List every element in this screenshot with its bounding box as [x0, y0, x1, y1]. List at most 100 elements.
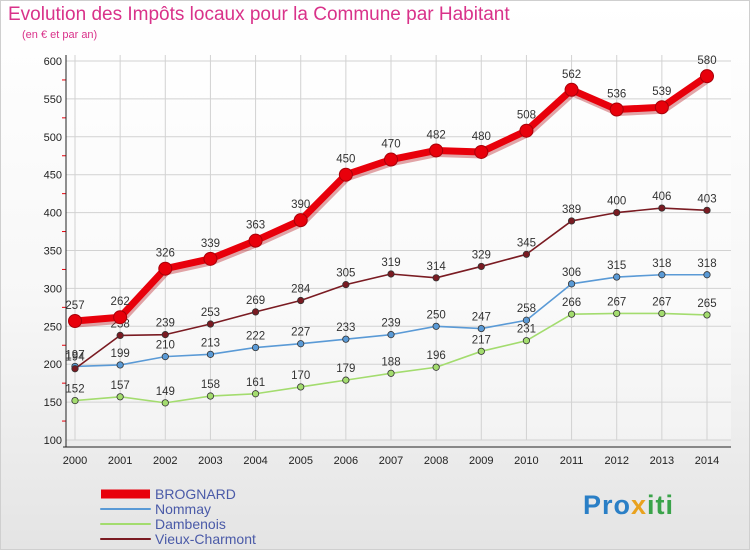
y-tick-label: 500 [44, 132, 62, 144]
data-point [567, 310, 576, 318]
data-label: 390 [291, 199, 310, 211]
data-point [297, 383, 305, 391]
data-label: 480 [472, 131, 491, 143]
data-label: 217 [472, 334, 491, 346]
data-point [429, 143, 444, 158]
data-label: 580 [697, 55, 716, 67]
x-tick-label: 2008 [424, 455, 448, 467]
data-point [293, 213, 308, 228]
data-point [338, 167, 353, 182]
data-label: 482 [427, 129, 446, 141]
data-point [251, 390, 260, 398]
data-label: 262 [111, 296, 130, 308]
data-point [68, 313, 82, 328]
data-point [206, 320, 215, 328]
data-point [474, 144, 489, 159]
data-point [613, 309, 621, 318]
data-point [613, 209, 621, 217]
logo-part-1: Pro [583, 490, 632, 520]
data-label: 199 [111, 348, 130, 360]
data-label: 213 [201, 337, 220, 349]
data-point [609, 102, 624, 117]
data-label: 319 [381, 257, 400, 269]
data-point [206, 350, 215, 358]
logo-part-2: x [631, 490, 648, 520]
data-point [387, 331, 395, 339]
data-point [251, 308, 260, 316]
data-label: 363 [246, 220, 265, 232]
y-tick-label: 450 [44, 170, 62, 182]
data-point [519, 123, 534, 138]
data-label: 157 [111, 380, 130, 392]
x-tick-label: 2002 [153, 455, 177, 467]
data-label: 231 [517, 324, 536, 336]
data-point [703, 311, 711, 319]
data-point [116, 361, 124, 369]
data-point [387, 369, 395, 377]
data-point [522, 250, 531, 258]
data-label: 345 [517, 237, 536, 249]
data-point [248, 233, 263, 248]
data-point [71, 396, 79, 405]
proxiti-logo: Proxiti [583, 490, 674, 521]
y-tick-label: 200 [44, 359, 62, 371]
data-label: 149 [156, 386, 175, 398]
data-point [158, 261, 173, 276]
plot-area [66, 55, 731, 440]
x-tick-label: 2004 [243, 455, 267, 467]
x-tick-label: 2006 [334, 455, 358, 467]
data-point [700, 69, 714, 84]
data-label: 247 [472, 312, 491, 324]
data-label: 406 [652, 191, 671, 203]
data-point [703, 206, 711, 214]
data-point [387, 270, 395, 278]
data-point [658, 271, 666, 279]
y-tick-label: 100 [44, 435, 62, 447]
data-point [477, 324, 485, 333]
data-label: 400 [607, 196, 626, 208]
data-label: 539 [652, 86, 671, 98]
chart-title: Evolution des Impôts locaux pour la Comm… [8, 4, 510, 25]
data-label: 265 [697, 298, 716, 310]
data-label: 152 [65, 384, 84, 396]
y-tick-label: 350 [44, 246, 62, 258]
y-tick-label: 550 [44, 94, 62, 106]
series-nommay: 197 199 210 213 222 227 233 239 250 247 258 306 315 3… [65, 258, 717, 371]
data-point [432, 322, 440, 330]
data-label: 318 [697, 258, 716, 270]
data-point [477, 262, 485, 271]
data-point [613, 273, 621, 281]
data-point [203, 251, 218, 266]
y-tick-label: 250 [44, 321, 62, 333]
data-label: 210 [156, 340, 175, 352]
x-tick-label: 2007 [379, 455, 403, 467]
data-point [564, 82, 579, 97]
x-tick-label: 2012 [604, 455, 628, 467]
data-point [161, 399, 169, 407]
logo-part-3: iti [647, 490, 675, 520]
data-label: 222 [246, 331, 265, 343]
x-tick-label: 2010 [514, 455, 538, 467]
chart-subtitle: (en € et par an) [22, 29, 98, 41]
legend-label: Vieux-Charmont [155, 531, 256, 547]
data-label: 305 [336, 268, 355, 280]
data-point [251, 343, 260, 352]
legend-label: Nommay [155, 501, 211, 517]
data-label: 239 [381, 318, 400, 330]
data-label: 170 [291, 370, 310, 382]
data-point [658, 309, 666, 318]
data-point [116, 331, 124, 339]
data-label: 269 [246, 295, 265, 307]
data-label: 158 [201, 379, 220, 391]
data-label: 233 [336, 322, 355, 334]
data-label: 339 [201, 238, 220, 250]
x-tick-label: 2000 [63, 455, 87, 467]
x-tick-label: 2003 [198, 455, 222, 467]
data-point [654, 100, 669, 115]
x-tick-label: 2005 [288, 455, 312, 467]
data-point [116, 393, 124, 401]
data-point [384, 152, 398, 167]
